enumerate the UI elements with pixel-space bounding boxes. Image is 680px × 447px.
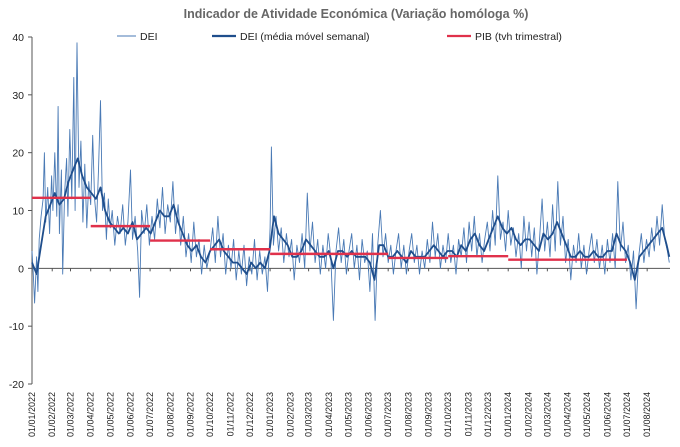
y-tick-label: 20 <box>12 148 24 160</box>
series-layer <box>31 42 671 321</box>
x-tick-label: 01/07/2023 <box>383 392 393 437</box>
x-tick-label: 01/05/2023 <box>343 392 353 437</box>
x-tick-label: 01/12/2023 <box>483 392 493 437</box>
x-tick-label: 01/07/2022 <box>145 392 155 437</box>
y-tick-label: 30 <box>12 90 24 102</box>
x-tick-label: 01/01/2023 <box>265 392 275 437</box>
x-tick-label: 01/08/2024 <box>642 392 652 437</box>
x-tick-label: 01/04/2023 <box>324 392 334 437</box>
x-tick-label: 01/06/2024 <box>602 392 612 437</box>
x-tick-label: 01/02/2023 <box>285 392 295 437</box>
series-line-dei-moving-average <box>31 157 671 281</box>
chart-title: Indicador de Atividade Económica (Variaç… <box>184 7 529 21</box>
x-tick-label: 01/03/2023 <box>304 392 314 437</box>
x-tick-label: 01/11/2023 <box>463 392 473 436</box>
y-tick-label: 40 <box>12 32 24 44</box>
x-tick-label: 01/03/2022 <box>65 392 75 437</box>
x-tick-label: 01/01/2024 <box>503 392 513 437</box>
y-tick-label: -10 <box>9 321 24 333</box>
x-tick-label: 01/10/2023 <box>443 392 453 437</box>
legend-label-dei: DEI <box>140 31 158 43</box>
x-tick-label: 01/06/2022 <box>126 392 136 437</box>
x-tick-label: 01/09/2023 <box>424 392 434 437</box>
legend: DEI DEI (média móvel semanal) PIB (tvh t… <box>117 31 562 43</box>
x-tick-label: 01/08/2022 <box>165 392 175 437</box>
x-tick-label: 01/04/2024 <box>563 392 573 437</box>
x-tick-label: 01/02/2022 <box>47 392 57 437</box>
x-tick-label: 01/02/2024 <box>523 392 533 437</box>
y-tick-label: 10 <box>12 206 24 218</box>
x-tick-label: 01/05/2022 <box>105 392 115 437</box>
y-tick-label: 0 <box>18 263 24 275</box>
x-tick-label: 01/04/2022 <box>86 392 96 437</box>
y-tick-label: -20 <box>9 379 24 391</box>
x-tick-label: 01/09/2022 <box>186 392 196 437</box>
axes: -20 -10 0 10 20 30 40 01/01/2022 01/02/2022 01/03… <box>9 32 670 437</box>
x-tick-label: 01/05/2024 <box>582 392 592 437</box>
x-tick-label: 01/01/2022 <box>27 392 37 437</box>
legend-label-pib: PIB (tvh trimestral) <box>475 31 562 43</box>
x-tick-label: 01/07/2024 <box>622 392 632 437</box>
x-tick-label: 01/10/2022 <box>205 392 215 437</box>
x-tick-label: 01/12/2022 <box>245 392 255 437</box>
x-tick-label: 01/08/2023 <box>403 392 413 437</box>
x-tick-label: 01/11/2022 <box>225 392 235 436</box>
series-line-dei <box>31 42 670 321</box>
x-tick-label: 01/03/2024 <box>542 392 552 437</box>
legend-label-dei-moving-average: DEI (média móvel semanal) <box>240 31 370 43</box>
x-tick-label: 01/06/2023 <box>364 392 374 437</box>
